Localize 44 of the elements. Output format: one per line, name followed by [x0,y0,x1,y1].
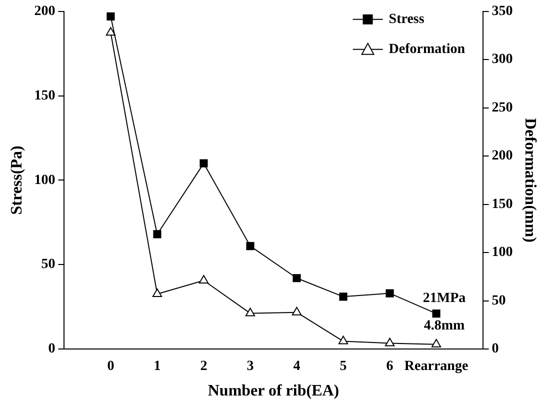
y2-tick-label: 150 [492,196,513,212]
legend-label: Stress [388,12,425,28]
y2-tick-label: 300 [492,52,513,68]
point [339,292,348,301]
point [153,230,162,238]
point [246,242,254,250]
x-tick-label: 3 [246,359,254,374]
y2-tick-label: 100 [492,245,513,260]
point [245,308,256,316]
point [152,288,162,298]
y2-tick-label: 350 [492,4,513,20]
point [432,310,440,318]
point [338,336,348,344]
annotation: 4.8mm [424,318,466,334]
y-tick-label: 0 [48,342,56,357]
y-tick-label: 50 [41,257,56,272]
annotation: 21MPa [422,291,466,306]
x-tick-label: 2 [200,359,208,374]
y2-tick-label: 200 [492,148,513,164]
x-tick-label: 5 [340,359,347,374]
y2-tick-label: 250 [492,100,513,116]
point [200,159,208,168]
y-axis-title: Stress(Pa) [8,146,26,215]
y-tick-label: 150 [34,88,56,104]
x-tick-label: 6 [386,359,394,374]
x-tick-label: 1 [154,359,161,374]
y2-tick-label: 0 [492,342,499,357]
legend-label: Deformation [388,42,466,58]
y2-tick-label: 50 [492,293,506,308]
x-tick-label: 4 [293,359,300,374]
y-tick-label: 100 [34,172,56,188]
x-tick-label: Rearrange [404,359,468,374]
y-tick-label: 200 [34,4,56,20]
point [106,12,115,20]
y2-axis-title: Deformation(mm) [521,118,538,242]
x-axis-title: Number of rib(EA) [208,382,340,400]
point [384,338,395,346]
point [386,289,394,298]
point [292,274,301,282]
point [106,27,116,36]
point [198,275,209,284]
x-tick-label: 0 [107,359,114,374]
point [431,338,442,348]
point [292,306,302,316]
